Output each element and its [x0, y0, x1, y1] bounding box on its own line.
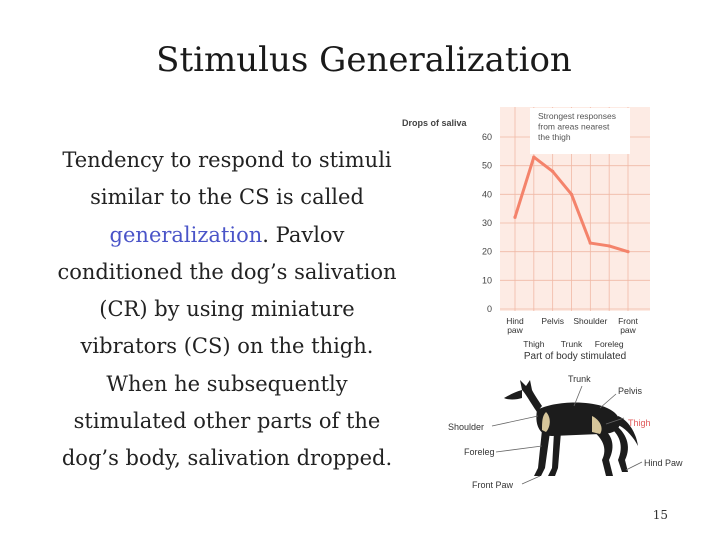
- y-tick-label: 20: [482, 247, 492, 257]
- data-point: [569, 192, 574, 196]
- x-tick-label: Foreleg: [595, 339, 624, 349]
- label-trunk: Trunk: [568, 374, 591, 384]
- label-pointers: [491, 385, 643, 485]
- data-point: [532, 155, 536, 159]
- data-point: [607, 244, 611, 248]
- dog-diagram: Trunk Pelvis Thigh Shoulder Foreleg Hind…: [442, 372, 702, 496]
- label-thigh: Thigh: [628, 418, 651, 428]
- y-tick-label: 0: [487, 304, 492, 314]
- x-tick-label: paw: [507, 325, 523, 335]
- page-number: 15: [652, 508, 668, 522]
- dog-markings: [542, 412, 602, 434]
- label-pelvis: Pelvis: [618, 386, 643, 396]
- label-front-paw: Front Paw: [472, 480, 514, 490]
- x-tick-label: Shoulder: [573, 316, 607, 326]
- dog-svg: Trunk Pelvis Thigh Shoulder Foreleg Hind…: [448, 374, 683, 490]
- data-point: [626, 250, 630, 254]
- generalization-term: generalization: [109, 222, 263, 247]
- x-tick-label: Hind: [506, 316, 524, 326]
- data-points: [513, 155, 630, 254]
- data-point: [551, 169, 555, 173]
- x-tick-label: Front: [618, 316, 638, 326]
- y-tick-label: 50: [482, 161, 492, 171]
- y-axis-label: Drops of saliva: [402, 118, 468, 128]
- y-tick-label: 10: [482, 275, 492, 285]
- slide-title: Stimulus Generalization: [156, 40, 572, 80]
- x-axis-label: Part of body stimulated: [524, 351, 626, 362]
- label-hind-paw: Hind Paw: [644, 458, 683, 468]
- x-tick-label: Trunk: [561, 339, 583, 349]
- data-point: [588, 241, 592, 245]
- y-tick-label: 30: [482, 218, 492, 228]
- body-text: Tendency to respond to stimuli similar t…: [52, 142, 402, 478]
- label-foreleg: Foreleg: [464, 447, 495, 457]
- dog-silhouette: [504, 380, 638, 476]
- saliva-chart: Drops of saliva 0 10 20 30 40 50 60 Hind paw Pel…: [400, 104, 650, 366]
- body-text-part1: Tendency to respond to stimuli similar t…: [62, 148, 392, 210]
- y-tick-label: 40: [482, 189, 492, 199]
- y-tick-label: 60: [482, 132, 492, 142]
- label-shoulder: Shoulder: [448, 422, 484, 432]
- x-tick-label: Thigh: [523, 339, 545, 349]
- y-tick-labels: 0 10 20 30 40 50 60: [482, 132, 492, 314]
- x-tick-label: Pelvis: [541, 316, 564, 326]
- x-tick-label: paw: [620, 325, 636, 335]
- annotation-box: [530, 108, 630, 154]
- annotation-line: the thigh: [538, 132, 571, 142]
- annotation-line: Strongest responses: [538, 111, 616, 121]
- annotation-text: Strongest responses from areas nearest the…: [538, 111, 616, 142]
- body-text-part2: . Pavlov conditioned the dog’s salivatio…: [57, 222, 397, 471]
- data-point: [513, 215, 517, 219]
- annotation-line: from areas nearest: [538, 122, 610, 132]
